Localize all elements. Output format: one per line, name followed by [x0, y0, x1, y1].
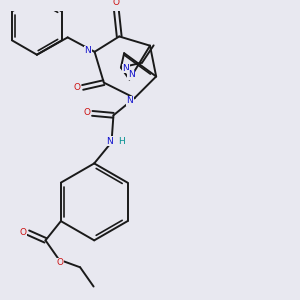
Text: O: O — [56, 258, 63, 267]
Text: O: O — [74, 83, 80, 92]
Text: O: O — [113, 0, 120, 7]
Text: N: N — [122, 64, 129, 73]
Text: N: N — [126, 96, 133, 105]
Text: O: O — [20, 228, 27, 237]
Text: O: O — [84, 108, 91, 117]
Text: N: N — [128, 70, 135, 79]
Text: N: N — [85, 46, 91, 56]
Text: N: N — [106, 137, 113, 146]
Text: H: H — [118, 137, 124, 146]
